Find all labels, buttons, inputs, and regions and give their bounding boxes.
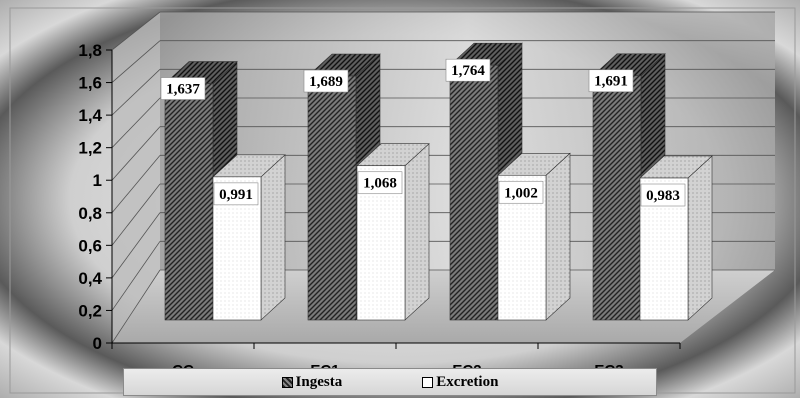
y-tick-label: 1,8 (78, 41, 102, 60)
data-label-box (357, 171, 403, 195)
y-tick-label: 0 (93, 334, 102, 353)
bar-excretion-ec1 (356, 143, 430, 321)
bar-excretion-ec3 (639, 155, 713, 321)
data-label: 0,991 (219, 187, 253, 203)
data-label-box (213, 182, 259, 206)
y-tick-label: 0,8 (78, 204, 102, 223)
gridline-side (111, 126, 161, 181)
data-label-box (640, 183, 686, 207)
gridline-side (111, 40, 161, 83)
legend-item-ingesta: Ingesta (281, 373, 343, 391)
legend-label-excretion: Excretion (436, 373, 499, 390)
data-label-box (303, 69, 349, 93)
data-label: 0,983 (646, 188, 680, 204)
data-label-box (160, 77, 206, 100)
data-label: 1,691 (594, 74, 628, 90)
y-tick-label: 1 (93, 171, 102, 190)
data-label-box (498, 180, 544, 204)
legend-label-ingesta: Ingesta (295, 373, 343, 390)
gridline-side (111, 212, 161, 279)
gridline-side (111, 155, 161, 214)
y-tick-label: 1,6 (78, 74, 102, 93)
data-label: 1,764 (451, 63, 485, 79)
y-tick-label: 0,2 (78, 301, 102, 320)
data-label: 1,068 (363, 176, 397, 192)
y-tick-label: 0,4 (78, 269, 102, 288)
legend-item-excretion: Excretion (422, 374, 498, 391)
gridline-side (111, 97, 161, 148)
gridline-side (111, 241, 161, 311)
gridline-side (111, 69, 161, 116)
data-label-box (445, 58, 491, 82)
gridline-side (111, 269, 161, 344)
side-wall (112, 12, 160, 343)
y-tick-label: 1,2 (78, 139, 102, 158)
bar-excretion-ec2 (497, 152, 571, 321)
legend-swatch-excretion (422, 376, 434, 388)
legend-swatch-ingesta (281, 376, 293, 388)
bars: 1,637 1,689 1,764 1,691 0,991 1,068 1,002 0,983 (160, 42, 713, 321)
y-tick-label: 1,4 (78, 106, 102, 125)
gridline-side (111, 183, 161, 246)
data-label: 1,689 (309, 74, 343, 90)
y-axis: 0 0,2 0,4 0,6 0,8 1 1,2 1,4 1,6 1,8 (78, 41, 113, 353)
data-label: 1,637 (166, 82, 200, 98)
y-tick-label: 0,6 (78, 236, 102, 255)
bar-excretion-cc (212, 154, 286, 321)
gridline-side (111, 11, 161, 51)
legend: Ingesta Excretion (123, 368, 657, 396)
data-label-box (588, 69, 634, 93)
data-label: 1,002 (504, 185, 538, 201)
